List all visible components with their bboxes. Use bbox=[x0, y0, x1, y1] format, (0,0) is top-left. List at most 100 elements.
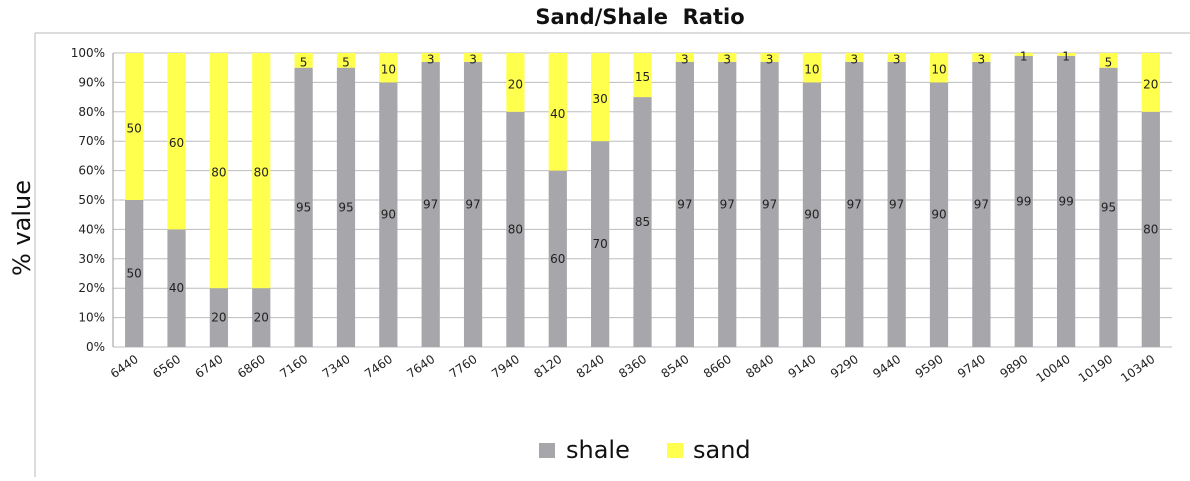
data-label-shale: 90 bbox=[381, 208, 396, 222]
bar-shale bbox=[252, 288, 271, 347]
bar-shale bbox=[887, 61, 906, 347]
bar-sand bbox=[252, 53, 271, 289]
x-tick-label: 8240 bbox=[574, 352, 607, 381]
data-label-sand: 80 bbox=[254, 166, 269, 180]
x-tick-label: 9740 bbox=[955, 352, 988, 381]
bar-shale bbox=[336, 67, 356, 347]
data-label-shale: 97 bbox=[677, 197, 692, 211]
x-tick-label: 10190 bbox=[1076, 352, 1115, 385]
data-label-shale: 50 bbox=[127, 267, 142, 281]
bar-sand bbox=[421, 53, 440, 62]
bar-shale bbox=[1056, 55, 1076, 347]
bar-shale bbox=[167, 229, 186, 347]
bar-sand bbox=[548, 53, 567, 171]
bar-sand bbox=[972, 53, 991, 62]
y-tick-label: 80% bbox=[78, 105, 105, 119]
data-label-shale: 70 bbox=[592, 237, 607, 251]
bar-shale bbox=[209, 288, 229, 347]
data-label-shale: 90 bbox=[931, 208, 946, 222]
data-label-shale: 97 bbox=[974, 197, 989, 211]
bar-shale bbox=[294, 67, 313, 347]
bar-sand bbox=[760, 53, 779, 62]
x-tick-label: 8840 bbox=[743, 352, 776, 381]
data-label-sand: 1 bbox=[1020, 49, 1028, 63]
bar-sand bbox=[209, 53, 229, 289]
x-tick-labels: 6440 6560 6740 6860 7160 7340 7460 7640 7760 7940… bbox=[108, 352, 1158, 385]
data-label-shale: 97 bbox=[847, 197, 862, 211]
y-tick-labels: 0% 10% 20% 30% 40% 50% 60% 70% 80% 90% 100% bbox=[71, 46, 105, 354]
data-label-shale: 60 bbox=[550, 252, 565, 266]
bar-shale bbox=[845, 61, 864, 347]
x-tick-label: 6440 bbox=[108, 352, 141, 381]
chart-title: Sand/Shale Ratio bbox=[535, 5, 744, 29]
bar-shale bbox=[718, 61, 737, 347]
bar-shale bbox=[506, 111, 525, 347]
x-tick-label: 8120 bbox=[531, 352, 564, 381]
x-tick-label: 7160 bbox=[277, 352, 310, 381]
data-label-shale: 97 bbox=[889, 197, 904, 211]
bar-shale bbox=[929, 82, 949, 348]
bar-shale bbox=[802, 82, 822, 348]
data-label-sand: 40 bbox=[550, 107, 565, 121]
bar-sand bbox=[379, 53, 398, 83]
bar-shale bbox=[1099, 67, 1118, 347]
bar-sand bbox=[929, 53, 949, 83]
bar-sand bbox=[718, 53, 737, 62]
x-tick-label: 10340 bbox=[1118, 352, 1157, 385]
data-label-sand: 10 bbox=[381, 63, 396, 77]
x-tick-label: 9890 bbox=[997, 352, 1030, 381]
x-tick-label: 6860 bbox=[235, 352, 268, 381]
data-label-sand: 30 bbox=[592, 92, 607, 106]
data-label-sand: 3 bbox=[978, 52, 986, 66]
bar-sand bbox=[675, 53, 694, 62]
x-tick-label: 6560 bbox=[150, 352, 183, 381]
y-tick-label: 60% bbox=[78, 164, 105, 178]
x-tick-label: 7340 bbox=[320, 352, 353, 381]
data-label-shale: 90 bbox=[804, 208, 819, 222]
bar-shale bbox=[972, 61, 991, 347]
data-label-sand: 3 bbox=[893, 52, 901, 66]
bar-sand bbox=[1099, 53, 1118, 68]
data-label-sand: 3 bbox=[723, 52, 731, 66]
x-tick-label: 8360 bbox=[616, 352, 649, 381]
y-tick-label: 30% bbox=[78, 252, 105, 266]
bar-shale bbox=[125, 200, 144, 347]
bar-shale bbox=[463, 61, 483, 347]
bar-sand bbox=[591, 53, 610, 142]
y-tick-label: 0% bbox=[86, 340, 105, 354]
y-tick-label: 10% bbox=[78, 311, 105, 325]
data-label-sand: 10 bbox=[804, 63, 819, 77]
data-label-sand: 10 bbox=[931, 63, 946, 77]
data-label-sand: 3 bbox=[681, 52, 689, 66]
y-tick-label: 100% bbox=[71, 46, 105, 60]
legend-swatch-sand bbox=[667, 443, 683, 458]
data-label-sand: 3 bbox=[427, 52, 435, 66]
bar-sand bbox=[887, 53, 906, 62]
bar-shale bbox=[421, 61, 440, 347]
data-label-sand: 1 bbox=[1062, 49, 1070, 63]
data-label-shale: 99 bbox=[1058, 194, 1073, 208]
bar-sand bbox=[463, 53, 483, 62]
bar-sand bbox=[1014, 53, 1033, 56]
data-label-shale: 99 bbox=[1016, 194, 1031, 208]
y-tick-label: 70% bbox=[78, 134, 105, 148]
bar-sand bbox=[506, 53, 525, 112]
data-label-shale: 97 bbox=[423, 197, 438, 211]
bar-sand bbox=[336, 53, 356, 68]
legend-label-shale: shale bbox=[566, 436, 630, 464]
x-tick-label: 7760 bbox=[447, 352, 480, 381]
bar-shale bbox=[548, 170, 567, 347]
legend: shale sand bbox=[539, 436, 751, 464]
x-tick-label: 6740 bbox=[193, 352, 226, 381]
bar-shale bbox=[633, 97, 652, 347]
x-tick-label: 9290 bbox=[828, 352, 861, 381]
data-label-sand: 20 bbox=[1143, 77, 1158, 91]
data-label-shale: 80 bbox=[508, 222, 523, 236]
data-label-sand: 3 bbox=[766, 52, 774, 66]
y-tick-label: 50% bbox=[78, 193, 105, 207]
data-label-shale: 95 bbox=[296, 200, 311, 214]
x-tick-label: 10040 bbox=[1034, 352, 1073, 385]
data-label-shale: 97 bbox=[720, 197, 735, 211]
bar-shale bbox=[379, 82, 398, 348]
